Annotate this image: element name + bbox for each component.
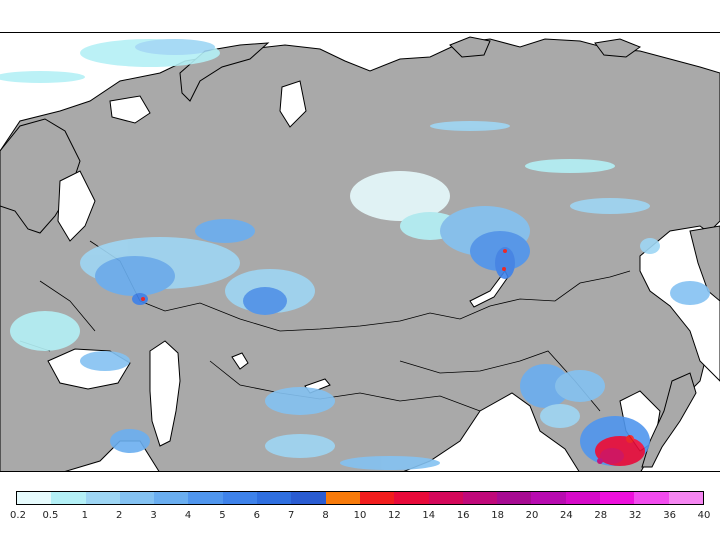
legend-tick-label: 4 xyxy=(184,510,192,521)
legend-tick-label: 0.2 xyxy=(10,510,26,521)
legend-swatch xyxy=(394,492,429,504)
legend-tick-labels: 0.2 0.5 1 2 3 4 5 6 7 8 10 12 14 16 18 20 24 28 32 36 40 xyxy=(10,510,710,524)
legend-swatch xyxy=(119,492,155,504)
legend-tick-label: 36 xyxy=(663,510,676,521)
legend-tick-label: 1 xyxy=(81,510,88,521)
legend-swatch xyxy=(188,492,223,504)
baltic-sea xyxy=(57,170,96,242)
legend-swatch xyxy=(17,492,52,504)
kara-inlet xyxy=(279,80,307,128)
legend-tick-label: 18 xyxy=(491,510,504,521)
barents-inlet xyxy=(109,95,151,124)
legend-swatch xyxy=(462,492,498,504)
legend-tick-label: 3 xyxy=(150,510,157,521)
legend-swatch xyxy=(634,492,669,504)
legend-tick-label: 20 xyxy=(525,510,539,521)
legend-tick-label: 10 xyxy=(353,510,367,521)
legend-swatch xyxy=(497,492,532,504)
legend-tick-label: 12 xyxy=(388,510,401,521)
aral-sea xyxy=(231,352,249,370)
legend-swatch xyxy=(600,492,635,504)
legend-swatch xyxy=(359,492,395,504)
precipitation-map xyxy=(0,32,720,472)
legend-tick-label: 7 xyxy=(288,510,295,521)
legend-tick-label: 5 xyxy=(219,510,226,521)
legend-tick-label: 8 xyxy=(322,510,329,521)
new-siberian-islands xyxy=(594,38,642,58)
legend-color-bar xyxy=(16,491,704,505)
legend-tick-label: 0.5 xyxy=(42,510,59,521)
severnaya-zemlya xyxy=(449,36,491,58)
japan-islands xyxy=(641,372,697,468)
legend-tick-label: 6 xyxy=(253,510,260,521)
legend-swatch xyxy=(222,492,258,504)
legend-swatch xyxy=(257,492,292,504)
legend-tick-label: 40 xyxy=(697,510,711,521)
legend-swatch xyxy=(565,492,601,504)
legend-tick-label: 14 xyxy=(422,510,436,521)
precipitation-legend: 0.2 0.5 1 2 3 4 5 6 7 8 10 12 14 16 18 20 24 28 32 36 40 xyxy=(10,491,710,531)
legend-swatch xyxy=(428,492,463,504)
legend-swatch xyxy=(51,492,86,504)
legend-swatch xyxy=(531,492,566,504)
legend-swatch xyxy=(325,492,360,504)
kamchatka xyxy=(689,225,720,302)
legend-tick-label: 16 xyxy=(456,510,470,521)
legend-tick-label: 28 xyxy=(594,510,608,521)
legend-swatch xyxy=(291,492,326,504)
map-canvas xyxy=(0,33,720,471)
legend-tick-label: 24 xyxy=(560,510,573,521)
legend-swatch xyxy=(154,492,189,504)
legend-swatch xyxy=(85,492,120,504)
legend-swatch xyxy=(668,492,703,504)
legend-tick-label: 32 xyxy=(628,510,642,521)
precipitation-overlay xyxy=(0,39,710,470)
caspian-sea xyxy=(149,340,181,447)
legend-tick-label: 2 xyxy=(116,510,123,521)
